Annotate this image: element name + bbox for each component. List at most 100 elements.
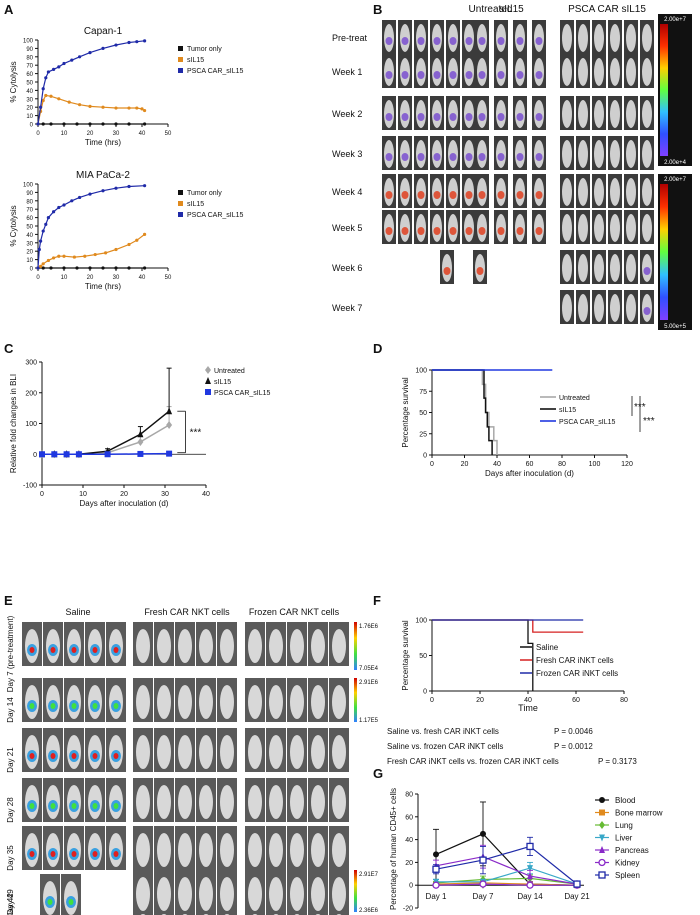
panel-b-mouse-image [608,136,622,170]
panel-b-mouse-image [608,250,622,284]
bli-signal [643,267,651,275]
panel-a-xlabel: Time (hrs) [85,138,121,147]
mouse-body [248,877,262,911]
bli-signal-core [50,753,56,759]
panel-a-data-point [114,106,118,110]
panel-g-data-point [432,865,440,873]
panel-e-mouse-image [154,826,174,870]
mouse-body [157,735,171,769]
panel-c-data-point [166,407,173,415]
bli-signal [417,37,425,45]
panel-c-y-tick-label: 300 [25,360,37,367]
mouse-body [610,214,620,242]
mouse-body [578,178,588,206]
panel-e-mouse-image [175,778,195,822]
panel-b-mouse-image [475,136,489,170]
panel-d-xlabel: Days after inoculation (d) [485,469,574,478]
panel-b-mouse-image [592,210,606,244]
panel-b-mouse-image [640,136,654,170]
panel-e-mouse-image [133,728,153,772]
bli-signal [478,153,486,161]
bli-signal [449,37,457,45]
mouse-body [136,785,150,819]
mouse-body [269,629,283,663]
panel-b-mouse-image [608,20,622,54]
panel-b-mouse-image [430,136,444,170]
bli-signal [449,227,457,235]
panel-d-ylabel: Percentage survival [401,377,410,447]
panel-a-data-point [78,55,82,59]
panel-b-mouse-image [576,210,590,244]
panel-label-c: C [4,341,14,356]
panel-a-series-line [37,233,145,269]
panel-f-stat-comparison: Saline vs. fresh CAR iNKT cells [387,727,499,736]
panel-b-mouse-image [608,96,622,130]
panel-b-mouse-image [592,290,606,324]
panel-a-data-point [143,232,147,236]
panel-b-row-label: Week 6 [332,263,362,273]
bli-signal [385,37,393,45]
panel-label-f: F [373,593,381,608]
panel-label-a: A [4,2,14,17]
panel-e-mouse-image [61,874,81,915]
panel-label-d: D [373,341,382,356]
panel-a-y-tick-label: 50 [26,81,33,87]
panel-a-x-tick-label: 40 [139,275,146,281]
panel-a-data-point [143,39,147,43]
panel-e-mouse-image [22,826,42,870]
panel-a-data-point [49,94,53,98]
panel-e-mouse-image [287,778,307,822]
panel-a-y-tick-label: 70 [26,208,33,214]
panel-e-mouse-image [245,728,265,772]
panel-e-mouse-image [43,826,63,870]
panel-a-data-point [88,51,92,55]
mouse-body [562,178,572,206]
panel-b-mouse-image [576,20,590,54]
panel-a-data-point [88,122,92,126]
panel-b-mouse-image [532,20,546,54]
mouse-body [578,214,588,242]
panel-c-data-point [137,437,144,446]
mouse-body [290,833,304,867]
panel-a-data-point [127,40,131,45]
panel-b-row-label: Week 2 [332,109,362,119]
panel-b-mouse-image [398,20,412,54]
panel-a-y-tick-label: 10 [26,258,33,264]
panel-c-legend-marker [205,366,211,374]
panel-d-legend-label: sIL15 [559,407,576,414]
panel-b-mouse-image [494,96,508,130]
panel-b-mouse-image [513,20,527,54]
mouse-body [578,294,588,322]
mouse-body [578,100,588,128]
panel-g-x-tick-label: Day 21 [564,892,590,901]
panel-a-data-point [49,266,53,270]
panel-g-data-point [573,880,581,888]
mouse-body [290,685,304,719]
bli-signal [535,227,543,235]
panel-b-mouse-image [446,136,460,170]
panel-d-legend-label: PSCA CAR_sIL15 [559,419,616,426]
mouse-body [610,24,620,52]
panel-b-mouse-image [560,210,574,244]
panel-e-mouse-image [196,870,216,914]
mouse-body [562,294,572,322]
panel-a-xlabel: Time (hrs) [85,282,121,291]
panel-f-x-tick-label: 60 [572,697,580,704]
bli-signal [497,153,505,161]
color-scale-bar [354,622,357,670]
panel-b-mouse-image [532,136,546,170]
panel-b-mouse-image [382,136,396,170]
mouse-body [594,294,604,322]
panel-b-mouse-image [592,174,606,208]
panel-b-mouse-image [382,174,396,208]
panel-a-data-point [101,122,105,126]
panel-g-series-line [436,867,578,885]
panel-a-data-point [135,106,139,110]
panel-e-mouse-image [266,826,286,870]
panel-g-y-tick-label: -20 [403,906,413,913]
panel-a-data-point [44,76,48,80]
mouse-body [311,785,325,819]
panel-e-column-header: Saline [65,607,90,617]
panel-b-mouse-image [430,96,444,130]
